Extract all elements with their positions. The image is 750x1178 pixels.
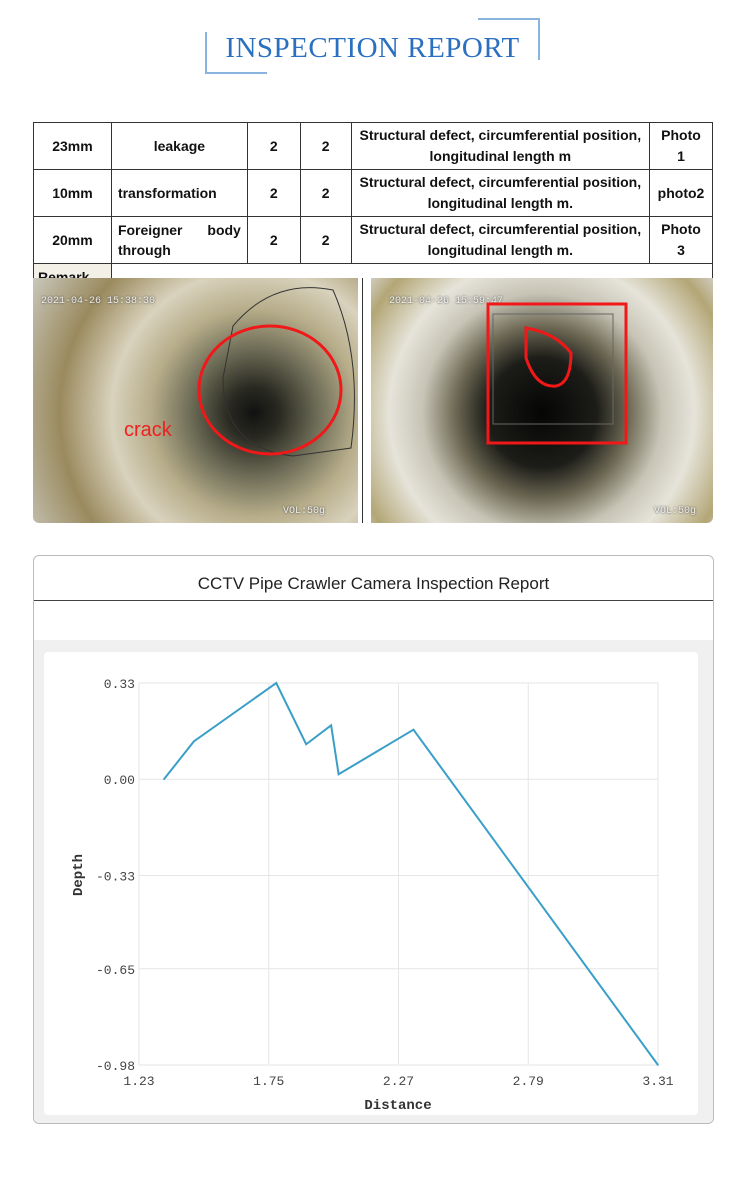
photo-divider <box>362 278 363 523</box>
desc-line: Structural defect, circumferential posit… <box>359 221 642 237</box>
cell-photo: photo2 <box>649 169 713 217</box>
cell-grade: 2 <box>246 169 301 217</box>
photo-1: 2021-04-26 15:38:30 crack VOL:50g <box>33 278 358 523</box>
photo-ref: Photo <box>661 127 701 143</box>
photo-2: 2021-04-26 15:59:47 VOL:50g <box>371 278 713 523</box>
title-bracket <box>478 18 540 60</box>
chart-panel <box>44 652 698 1115</box>
cell-count: 2 <box>299 169 352 217</box>
photo-vol: VOL:50g <box>654 506 697 517</box>
cell-photo: Photo 3 <box>649 216 713 264</box>
cell-size: 10mm <box>33 169 112 217</box>
desc-line: longitudinal length m. <box>427 242 574 258</box>
x-tick-label: 2.79 <box>513 1074 544 1089</box>
title-text: INSPECTION REPORT <box>225 32 520 64</box>
cell-grade: 2 <box>246 122 301 170</box>
table-row: 10mm transformation 2 2 Structural defec… <box>33 169 713 217</box>
report-title: INSPECTION REPORT <box>205 18 540 74</box>
cell-size: 20mm <box>33 216 112 264</box>
cell-description: Structural defect, circumferential posit… <box>350 169 651 217</box>
desc-line: Structural defect, circumferential posit… <box>359 127 642 143</box>
defect-table: 23mm leakage 2 2 Structural defect, circ… <box>33 122 714 292</box>
photo-ref: photo2 <box>657 184 705 201</box>
defect-label: crack <box>124 419 172 441</box>
y-tick-label: -0.33 <box>96 869 135 884</box>
desc-line: Structural defect, circumferential posit… <box>359 174 642 190</box>
y-tick-label: -0.98 <box>96 1059 135 1074</box>
defect-circle <box>197 287 355 457</box>
y-tick-label: 0.00 <box>104 773 135 788</box>
chart-card: CCTV Pipe Crawler Camera Inspection Repo… <box>33 555 714 1124</box>
chart-card-title: CCTV Pipe Crawler Camera Inspection Repo… <box>197 574 550 593</box>
photo-ref: Photo <box>661 221 701 237</box>
photo-ref: 3 <box>677 242 685 258</box>
x-tick-label: 2.27 <box>383 1074 414 1089</box>
cell-description: Structural defect, circumferential posit… <box>350 216 651 264</box>
inspection-photos: 2021-04-26 15:38:30 crack VOL:50g 2021-0… <box>33 278 713 523</box>
defect-box <box>486 302 628 445</box>
x-axis-label: Distance <box>364 1098 431 1114</box>
cell-photo: Photo 1 <box>649 122 713 170</box>
cell-grade: 2 <box>246 216 301 264</box>
series-line-depth <box>163 681 659 1066</box>
desc-line: longitudinal length m <box>429 148 572 164</box>
cell-count: 2 <box>299 216 352 264</box>
table-row: 20mm Foreigner body through 2 2 Structur… <box>33 216 713 264</box>
y-tick-label: 0.33 <box>104 677 135 692</box>
photo-timestamp: 2021-04-26 15:59:47 <box>389 296 504 307</box>
x-tick-label: 1.23 <box>123 1074 154 1089</box>
y-tick-label: -0.65 <box>96 963 135 978</box>
cell-description: Structural defect, circumferential posit… <box>350 122 651 170</box>
y-axis-label: Depth <box>71 854 87 896</box>
cell-defect: Foreigner body through <box>110 216 248 264</box>
cell-defect: transformation <box>110 169 248 217</box>
x-tick-label: 1.75 <box>253 1074 284 1089</box>
desc-line: longitudinal length m. <box>427 195 574 211</box>
photo-timestamp: 2021-04-26 15:38:30 <box>41 296 156 307</box>
title-bracket <box>205 32 267 74</box>
x-tick-label: 3.31 <box>642 1074 673 1089</box>
photo-ref: 1 <box>677 148 685 164</box>
header-divider <box>34 600 713 601</box>
photo-vol: VOL:50g <box>283 506 326 517</box>
